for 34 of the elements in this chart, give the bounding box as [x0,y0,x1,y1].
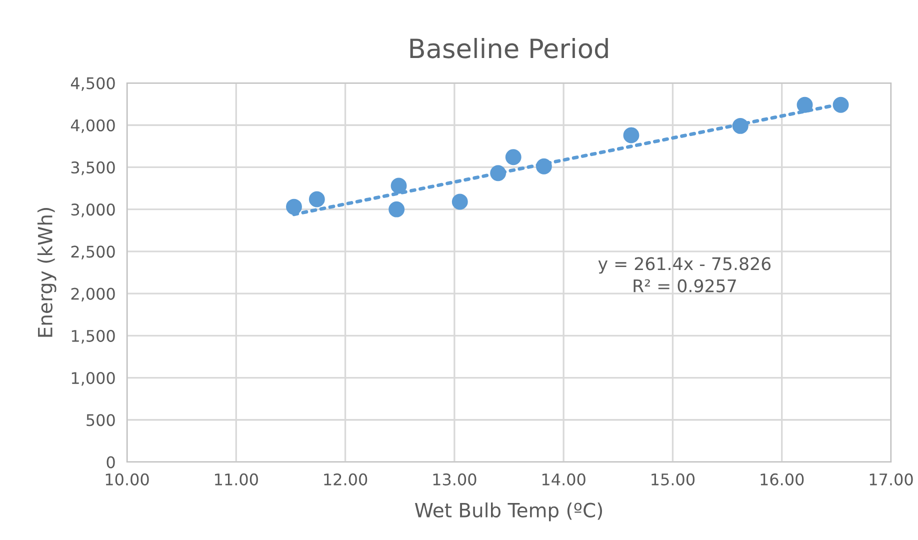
y-tick-label: 3,500 [71,161,115,176]
y-tick-label: 3,000 [71,204,115,218]
x-tick-label: 16.00 [760,473,804,486]
x-tick-label: 10.00 [106,473,149,486]
point [388,201,405,218]
point [452,194,468,210]
point [308,191,325,208]
y-tick-label: 4,500 [70,77,115,91]
x-tick-label: 11.00 [215,473,258,486]
y-tick-label: 1,500 [72,330,115,344]
x-tick-label: 14.00 [542,473,586,486]
point [390,178,407,194]
point [732,118,748,134]
point [505,149,522,166]
point [490,165,506,182]
y-tick-label: 0 [106,456,115,468]
x-tick-label: 15.00 [652,473,695,486]
y-tick-label: 2,000 [71,288,115,302]
y-axis-title: Energy (kWh) [37,208,56,337]
x-tick-label: 13.00 [433,473,476,486]
x-tick-label: 17.00 [870,473,913,486]
point [623,127,640,144]
y-tick-label: 2,500 [71,246,115,260]
y-tick-label: 500 [86,414,115,426]
y-tick-label: 4,000 [70,119,115,134]
point [286,198,302,215]
x-tick-label: 12.00 [324,473,368,486]
annotation: y = 261.4x - 75.826 R² = 0.9257 [598,257,771,292]
y-tick-label: 1,000 [72,372,115,386]
chart-title: Baseline Period [410,38,608,58]
x-axis-title: Wet Bulb Temp (ºC) [414,502,602,522]
point [796,96,813,113]
point [536,158,552,174]
point [832,96,849,113]
